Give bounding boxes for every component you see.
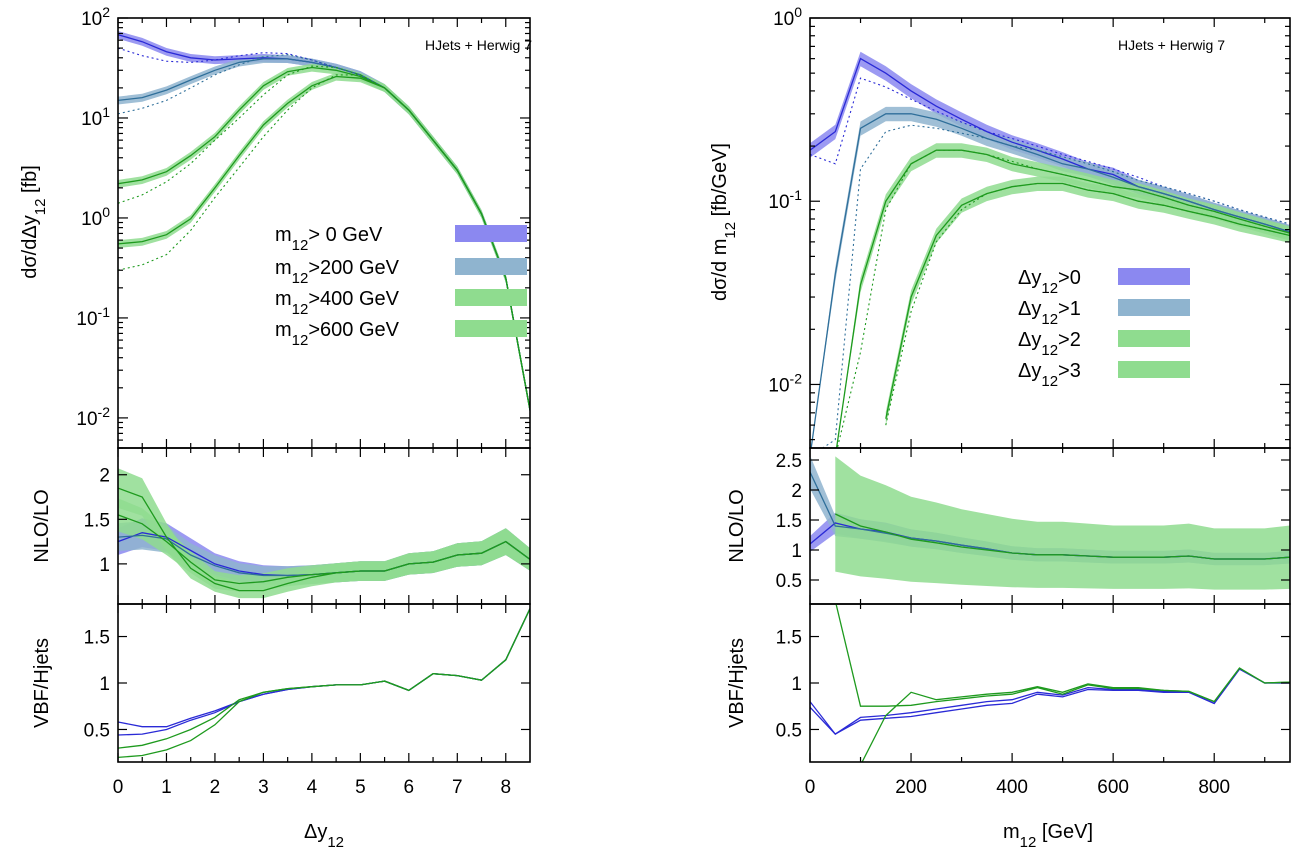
uncertainty-band xyxy=(118,55,530,415)
legend-swatch xyxy=(455,258,527,275)
x-tick-label: 8 xyxy=(500,777,511,798)
y-tick-label: 0.5 xyxy=(84,720,110,741)
series-line xyxy=(810,113,1290,448)
left-main-ylabel: dσ/dΔy12 [fb] xyxy=(19,165,49,279)
legend-label: m12>600 GeV xyxy=(275,319,400,349)
x-tick-label: 2 xyxy=(210,777,221,798)
y-tick-label: 100 xyxy=(773,4,802,30)
x-tick-label: 800 xyxy=(1198,777,1230,798)
x-tick-label: 3 xyxy=(258,777,269,798)
legend-label: m12>400 GeV xyxy=(275,288,400,318)
x-tick-label: 0 xyxy=(805,777,816,798)
series-line xyxy=(118,608,530,749)
panel-frame xyxy=(117,603,531,763)
legend-swatch xyxy=(1118,330,1190,347)
plot-area xyxy=(118,608,530,759)
x-tick-label: 0 xyxy=(113,777,124,798)
y-tick-label: 1.5 xyxy=(84,628,110,649)
legend-swatch xyxy=(1118,268,1190,285)
y-tick-label: 10-1 xyxy=(768,187,802,213)
lo-dotted-line xyxy=(821,124,1290,448)
y-tick-label: 10-1 xyxy=(76,304,110,330)
series-line xyxy=(861,667,1290,762)
left-ratio1-ylabel: NLO/LO xyxy=(31,489,53,562)
left-xlabel: Δy12 xyxy=(304,821,344,850)
y-tick-label: 10-2 xyxy=(768,370,802,396)
left-ratio-vbf-panel: 0 1 2 3 4 5 6 7 8 0.5 1 1.5 xyxy=(84,603,531,798)
legend-label: Δy12>0 xyxy=(1018,267,1081,297)
uncertainty-band xyxy=(118,468,530,599)
series-line xyxy=(118,608,530,736)
x-tick-label: 5 xyxy=(355,777,366,798)
right-note: HJets + Herwig 7 xyxy=(1118,37,1225,53)
legend-swatch xyxy=(455,289,527,306)
series-line xyxy=(835,149,1290,448)
y-tick-label: 101 xyxy=(81,104,110,130)
lo-dotted-line xyxy=(118,74,530,411)
y-tick-label: 1.5 xyxy=(776,628,802,649)
y-tick-label: 1 xyxy=(99,674,110,695)
uncertainty-band xyxy=(835,456,1290,590)
y-tick-label: 1 xyxy=(791,541,802,562)
left-ratio2-ylabel: VBF/Hjets xyxy=(31,638,53,728)
legend-swatch xyxy=(1118,361,1190,378)
legend-label: m12>200 GeV xyxy=(275,257,400,287)
plot-area xyxy=(810,604,1290,762)
left-legend: m12> 0 GeV m12>200 GeV m12>400 GeV m12>6… xyxy=(275,224,527,349)
plot-area xyxy=(810,51,1290,448)
left-ratio-nlo-lo-panel: 11.52 xyxy=(84,447,531,605)
y-tick-label: 2.5 xyxy=(776,451,802,472)
series-line xyxy=(835,513,1290,560)
x-tick-label: 7 xyxy=(452,777,463,798)
y-tick-label: 0.5 xyxy=(776,571,802,592)
right-ratio2-ylabel: VBF/Hjets xyxy=(726,638,748,728)
legend-swatch xyxy=(1118,299,1190,316)
x-tick-label: 4 xyxy=(307,777,318,798)
x-tick-label: 6 xyxy=(404,777,415,798)
series-line xyxy=(885,182,1290,419)
plot-area xyxy=(118,31,530,415)
left-main-panel: 10-2 10-1 100 101 102 xyxy=(76,4,531,449)
y-tick-label: 1 xyxy=(99,555,110,576)
legend-label: Δy12>3 xyxy=(1018,360,1081,390)
lo-dotted-line xyxy=(118,47,530,411)
series-line xyxy=(118,608,530,759)
series-line xyxy=(118,608,530,728)
y-tick-label: 10-2 xyxy=(76,404,110,430)
right-legend: Δy12>0 Δy12>1 Δy12>2 Δy12>3 xyxy=(1018,267,1190,390)
x-tick-label: 400 xyxy=(996,777,1028,798)
x-tick-label: 200 xyxy=(895,777,927,798)
right-ratio1-ylabel: NLO/LO xyxy=(726,489,748,562)
right-main-panel: 10-2 10-1 100 xyxy=(768,4,1291,449)
legend-swatch xyxy=(455,225,527,242)
x-tick-label: 1 xyxy=(161,777,172,798)
right-xlabel: m12 [GeV] xyxy=(1003,821,1093,850)
plot-area xyxy=(810,455,1290,590)
x-tick-label: 600 xyxy=(1097,777,1129,798)
panel-frame xyxy=(809,603,1291,763)
y-tick-label: 2 xyxy=(99,466,110,487)
legend-label: Δy12>2 xyxy=(1018,329,1081,359)
legend-swatch xyxy=(455,320,527,337)
uncertainty-band xyxy=(811,106,1290,448)
series-line xyxy=(810,668,1290,735)
right-ratio-nlo-lo-panel: 0.5 1 1.5 2 2.5 xyxy=(776,447,1291,605)
y-tick-label: 1 xyxy=(791,674,802,695)
right-ratio-vbf-panel: 0 200 400 600 800 0.5 1 1.5 xyxy=(776,603,1291,798)
y-tick-label: 0.5 xyxy=(776,720,802,741)
left-note: HJets + Herwig 7 xyxy=(425,37,532,53)
right-main-ylabel: dσ/d m12 [fb/GeV] xyxy=(709,143,739,301)
y-tick-label: 1.5 xyxy=(776,511,802,532)
y-tick-label: 1.5 xyxy=(84,510,110,531)
plot-area xyxy=(118,468,530,599)
y-tick-label: 2 xyxy=(791,481,802,502)
y-tick-label: 102 xyxy=(81,4,110,30)
legend-label: Δy12>1 xyxy=(1018,298,1081,328)
series-line xyxy=(118,487,530,592)
y-tick-label: 100 xyxy=(81,204,110,230)
legend-label: m12> 0 GeV xyxy=(275,224,383,254)
series-line xyxy=(835,604,1290,707)
